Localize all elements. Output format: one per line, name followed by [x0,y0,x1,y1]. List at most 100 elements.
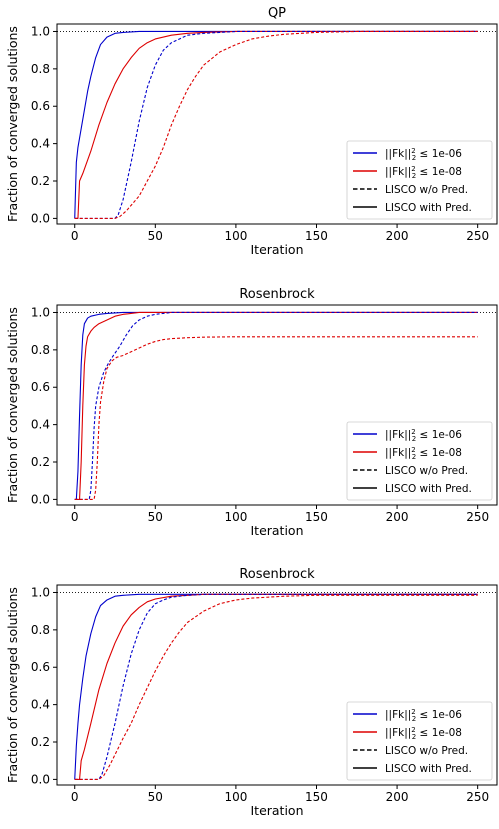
y-tick-label: 0.6 [31,99,50,113]
x-tick-label: 250 [466,229,489,243]
y-tick-label: 0.0 [31,211,50,225]
y-tick-label: 0.4 [31,137,50,151]
legend-label-rest: ≤ 1e-08 [416,166,462,178]
y-tick-label: 0.6 [31,660,50,674]
x-axis-label: Iteration [250,242,303,257]
x-tick-label: 250 [466,790,489,804]
series-line-4 [74,336,478,500]
series-line-3 [74,30,478,219]
x-tick-label: 100 [224,790,247,804]
legend-box [346,421,493,501]
legend-label-main: ||Fk|| [385,166,411,178]
series-line-2 [74,30,478,219]
x-tick-label: 50 [148,790,163,804]
legend-label-main: ||Fk|| [385,148,411,160]
x-tick-label: 0 [71,790,79,804]
plot-frame [56,304,498,506]
legend-label-sub: 2 [412,453,416,461]
y-tick-label: 0.4 [31,418,50,432]
chart-title: Rosenbrock [239,287,315,302]
x-tick-label: 150 [305,229,328,243]
x-tick-label: 150 [305,790,328,804]
legend-label: LISCO w/o Pred. [385,465,468,477]
x-axis-label: Iteration [250,523,303,538]
y-axis-label: Fraction of converged solutions [5,26,20,222]
legend-label: LISCO with Pred. [385,202,472,214]
legend-label-sup: 2 [411,147,415,155]
chart-2: Rosenbrock 0 50 100 150 200 250 0.0 0.2 0.4 0.6 0.8… [5,287,498,538]
legend-label-sub: 2 [412,154,416,162]
x-tick-label: 50 [148,229,163,243]
legend-label-sup: 2 [411,726,415,734]
y-tick-label: 0.4 [31,698,50,712]
y-axis-label: Fraction of converged solutions [5,587,20,783]
x-tick-label: 150 [305,510,328,524]
legend-label-sup: 2 [411,165,415,173]
legend-label: ||Fk||2 2 ≤ 1e-06 [385,428,462,443]
legend-label-rest: ≤ 1e-06 [416,429,462,441]
legend-label: LISCO with Pred. [385,483,472,495]
legend-label: ||Fk||2 2 ≤ 1e-08 [385,446,462,461]
y-tick-label: 1.0 [31,585,50,599]
x-tick-label: 100 [224,229,247,243]
x-tick-label: 50 [148,510,163,524]
legend-label-main: ||Fk|| [385,429,411,441]
legend-label-rest: ≤ 1e-08 [416,727,462,739]
legend-label-rest: ≤ 1e-06 [416,148,462,160]
legend-label: LISCO w/o Pred. [385,184,468,196]
y-tick-label: 0.2 [31,455,50,469]
legend-label-sub: 2 [412,715,416,723]
legend-label-rest: ≤ 1e-06 [416,709,462,721]
legend-label-main: ||Fk|| [385,727,411,739]
chart-3: Rosenbrock 0 50 100 150 200 250 0.0 0.2 0.4 0.6 0.8… [5,567,498,818]
x-tick-label: 200 [386,790,409,804]
x-tick-label: 200 [386,229,409,243]
legend-label-main: ||Fk|| [385,447,411,459]
x-tick-label: 0 [71,229,79,243]
legend-label: LISCO w/o Pred. [385,745,468,757]
legend-label: LISCO with Pred. [385,763,472,775]
y-tick-label: 0.8 [31,343,50,357]
plot-frame [56,23,498,225]
x-tick-label: 100 [224,510,247,524]
y-tick-label: 0.6 [31,380,50,394]
series-line-3 [74,311,478,500]
y-tick-label: 0.2 [31,735,50,749]
legend-label: ||Fk||2 2 ≤ 1e-06 [385,147,462,162]
y-tick-label: 0.2 [31,174,50,188]
legend-label-sup: 2 [411,428,415,436]
legend-label-sub: 2 [412,435,416,443]
y-tick-label: 0.0 [31,772,50,786]
y-tick-label: 1.0 [31,24,50,38]
y-axis-label: Fraction of converged solutions [5,307,20,503]
x-tick-label: 200 [386,510,409,524]
legend-label: ||Fk||2 2 ≤ 1e-06 [385,708,462,723]
series-line-4 [74,30,478,219]
chart-title: Rosenbrock [239,567,315,582]
legend-label-rest: ≤ 1e-08 [416,447,462,459]
plot-frame [56,584,498,786]
x-tick-label: 0 [71,510,79,524]
series-line-1 [74,593,478,780]
legend-box [346,701,493,781]
legend-label-sup: 2 [411,708,415,716]
chart-1: QP 0 50 100 150 200 250 0.0 0.2 0.4 0.6 0.8 1.0 Itera… [5,6,498,257]
legend-label-sub: 2 [412,172,416,180]
chart-title: QP [268,6,286,21]
series-line-4 [74,594,478,780]
y-tick-label: 1.0 [31,305,50,319]
legend-label: ||Fk||2 2 ≤ 1e-08 [385,726,462,741]
legend-label: ||Fk||2 2 ≤ 1e-08 [385,165,462,180]
series-line-1 [74,311,478,500]
x-tick-label: 250 [466,510,489,524]
x-axis-label: Iteration [250,803,303,818]
y-tick-label: 0.0 [31,492,50,506]
y-tick-label: 0.8 [31,623,50,637]
legend-label-sup: 2 [411,446,415,454]
legend-label-sub: 2 [412,733,416,741]
legend-label-main: ||Fk|| [385,709,411,721]
